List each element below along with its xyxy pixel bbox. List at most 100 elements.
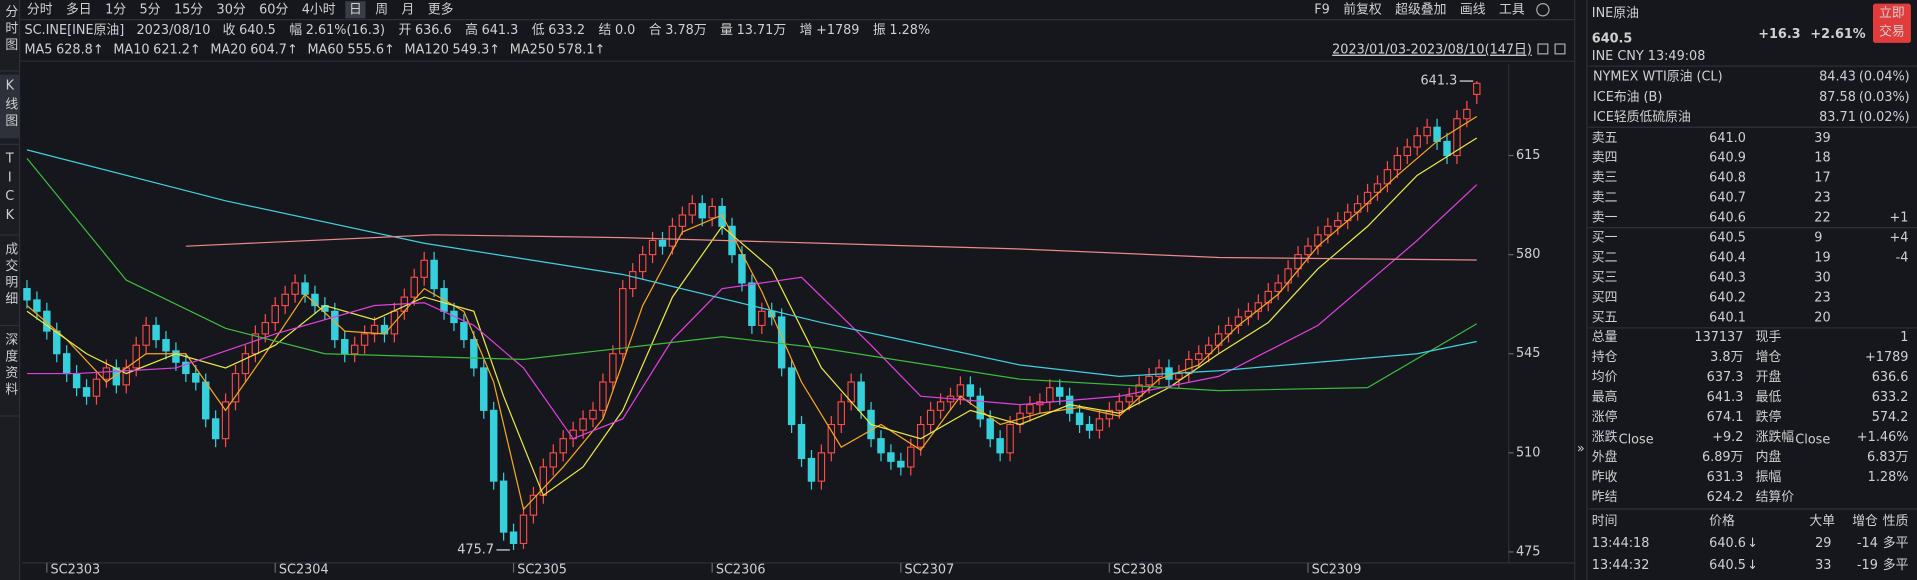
candle-body: [1373, 183, 1382, 193]
book-volume: 19: [1814, 250, 1830, 265]
book-volume: 22: [1814, 211, 1830, 226]
side-tab[interactable]: K线图: [2, 78, 17, 130]
book-price: 641.0: [1709, 131, 1746, 146]
candle-body: [142, 324, 150, 346]
tool-button[interactable]: 画线: [1460, 2, 1486, 17]
side-tab[interactable]: 深度资料: [2, 333, 17, 399]
stat-label: 开盘: [1756, 369, 1782, 385]
trade-kind: 多平: [1883, 558, 1909, 573]
stat-value: 633.2: [1872, 390, 1909, 405]
candle-body: [678, 214, 687, 227]
book-price: 640.4: [1709, 250, 1746, 265]
stat-value: 6.89万: [1702, 450, 1744, 465]
period-tab[interactable]: 5分: [140, 2, 161, 17]
candle-body: [72, 372, 81, 389]
side-tab[interactable]: 分时图: [2, 5, 17, 55]
candle-body: [529, 494, 538, 516]
side-tab[interactable]: 成交明细: [2, 242, 17, 308]
period-tab[interactable]: 60分: [259, 2, 288, 17]
trade-button[interactable]: [1872, 3, 1911, 43]
period-tab[interactable]: 4小时: [302, 2, 336, 17]
candle-body: [1413, 135, 1421, 148]
field-value: +1789: [816, 23, 859, 38]
candle-body: [1284, 268, 1292, 284]
candle-body: [579, 418, 587, 431]
trade-oi: -14: [1857, 536, 1878, 551]
settings-icon[interactable]: [1536, 3, 1550, 17]
candle-body: [907, 446, 915, 468]
field-label: 量: [720, 23, 733, 38]
stat-label: 总量: [1592, 330, 1618, 345]
candle-body: [211, 418, 220, 440]
period-tab[interactable]: 月: [402, 2, 415, 17]
field-label: 低: [532, 23, 545, 38]
candle-body: [1155, 367, 1163, 377]
candle-body: [1304, 245, 1312, 256]
trade-arrow: ↓: [1747, 536, 1758, 551]
tool-button[interactable]: 前复权: [1343, 1, 1382, 17]
stat-label: 最高: [1592, 389, 1618, 405]
period-tab[interactable]: 周: [375, 2, 388, 17]
stat-label: 内盘: [1756, 449, 1782, 465]
book-price: 640.9: [1709, 151, 1746, 166]
field-value: 0.0: [615, 23, 635, 38]
trade-button-label: 交易: [1879, 23, 1905, 39]
candle-body: [430, 259, 438, 290]
period-tab[interactable]: 分时: [27, 2, 53, 17]
trade-time: 13:44:32: [1592, 558, 1650, 573]
related-price: 83.71: [1819, 110, 1856, 125]
trade-kind: 多平: [1883, 536, 1909, 551]
book-volume: 18: [1814, 151, 1830, 166]
book-volume: 23: [1814, 191, 1830, 206]
period-tab[interactable]: 多日: [66, 2, 92, 17]
trade-column: 增仓: [1852, 514, 1878, 529]
ma-line: [26, 137, 1478, 497]
stat-value: 6.83万: [1867, 450, 1909, 465]
trade-oi: -19: [1857, 558, 1878, 573]
tool-button[interactable]: F9: [1314, 2, 1330, 17]
field-value: 2.61%(16.3): [306, 23, 385, 38]
side-tab[interactable]: TICK: [2, 152, 17, 227]
stat-label: 昨收: [1592, 470, 1618, 485]
candle-body: [668, 225, 677, 247]
candle-body: [380, 324, 389, 335]
candle-body: [350, 344, 359, 355]
range-label: 2023/01/03-2023/08/10(147日): [1332, 43, 1532, 58]
field-label: 开: [398, 23, 411, 38]
candle-body: [1294, 254, 1302, 270]
candle-body: [82, 387, 91, 397]
period-tab[interactable]: 1分: [105, 2, 126, 17]
tool-button[interactable]: 工具: [1499, 2, 1525, 17]
y-tick-label: 580: [1516, 247, 1540, 262]
candle-body: [1473, 82, 1481, 95]
stat-value: 624.2: [1707, 490, 1744, 505]
field-label: 幅: [289, 23, 302, 38]
collapse-arrow[interactable]: »: [1577, 442, 1585, 457]
book-price: 640.7: [1709, 191, 1746, 206]
quote-change-pct: +2.61%: [1810, 27, 1865, 42]
quote-meta: INE CNY 13:49:08: [1592, 49, 1706, 64]
candle-body: [619, 288, 627, 355]
period-tab[interactable]: 15分: [174, 2, 203, 17]
candle-body: [1085, 423, 1094, 431]
ma-legend-name: MA10: [113, 43, 149, 58]
period-tab[interactable]: 日: [349, 2, 362, 17]
tool-button[interactable]: 超级叠加: [1395, 2, 1446, 17]
period-tab[interactable]: 30分: [217, 2, 246, 17]
trade-price: 640.6: [1709, 536, 1746, 551]
field-label: 高: [465, 22, 478, 38]
stat-label: 涨跌: [1592, 429, 1618, 445]
candle-body: [62, 353, 71, 375]
stat-label: 持仓: [1592, 350, 1618, 365]
range-icon[interactable]: [1537, 43, 1549, 55]
candle-body: [33, 299, 41, 312]
book-label: 卖三: [1592, 171, 1618, 186]
ma-legend-value: 578.1↑: [558, 43, 605, 58]
range-icon[interactable]: [1554, 43, 1566, 55]
stat-label: 最低: [1756, 390, 1782, 405]
period-tab[interactable]: 更多: [428, 2, 454, 17]
ma-legend-name: MA250: [510, 43, 554, 58]
candle-body: [976, 395, 985, 420]
book-price: 640.5: [1709, 230, 1746, 245]
